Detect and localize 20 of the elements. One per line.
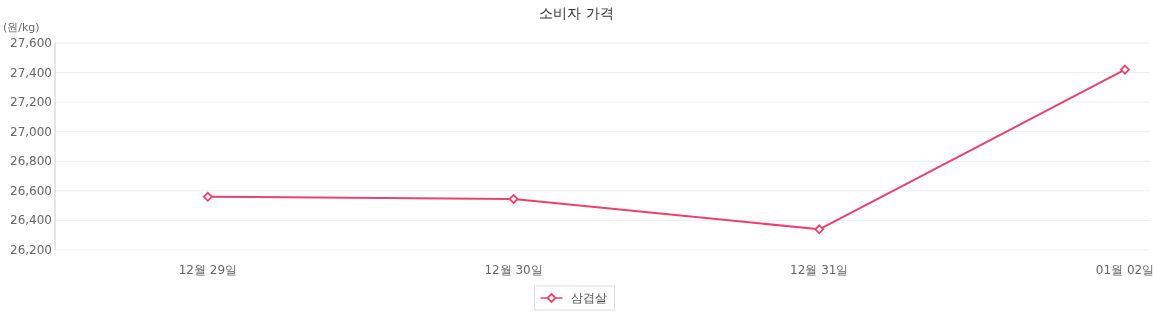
- y-tick-label: 26,400: [10, 213, 52, 228]
- y-tick-label: 27,400: [10, 65, 52, 80]
- y-axis-title: (원/kg): [3, 21, 40, 34]
- y-tick-label: 27,000: [10, 124, 52, 139]
- point: [1120, 64, 1130, 75]
- x-tick-label: 12월 29일: [178, 263, 238, 277]
- point: [814, 224, 825, 235]
- y-tick-label: 26,600: [10, 183, 52, 198]
- point: [508, 194, 519, 204]
- x-tick-label: 12월 31일: [790, 263, 849, 277]
- y-tick-label: 26,200: [10, 243, 52, 257]
- x-tick-label: 01월 02일: [1095, 263, 1153, 277]
- y-tick-label: 27,600: [10, 36, 52, 50]
- chart-title: 소비자 가격: [539, 5, 614, 21]
- legend-label: 삼겹살: [570, 291, 607, 305]
- x-tick-label: 12월 30일: [484, 263, 543, 277]
- point: [202, 191, 213, 202]
- y-tick-label: 26,800: [10, 154, 52, 169]
- legend: 삼겹살: [534, 285, 615, 311]
- y-tick-label: 27,200: [10, 95, 52, 110]
